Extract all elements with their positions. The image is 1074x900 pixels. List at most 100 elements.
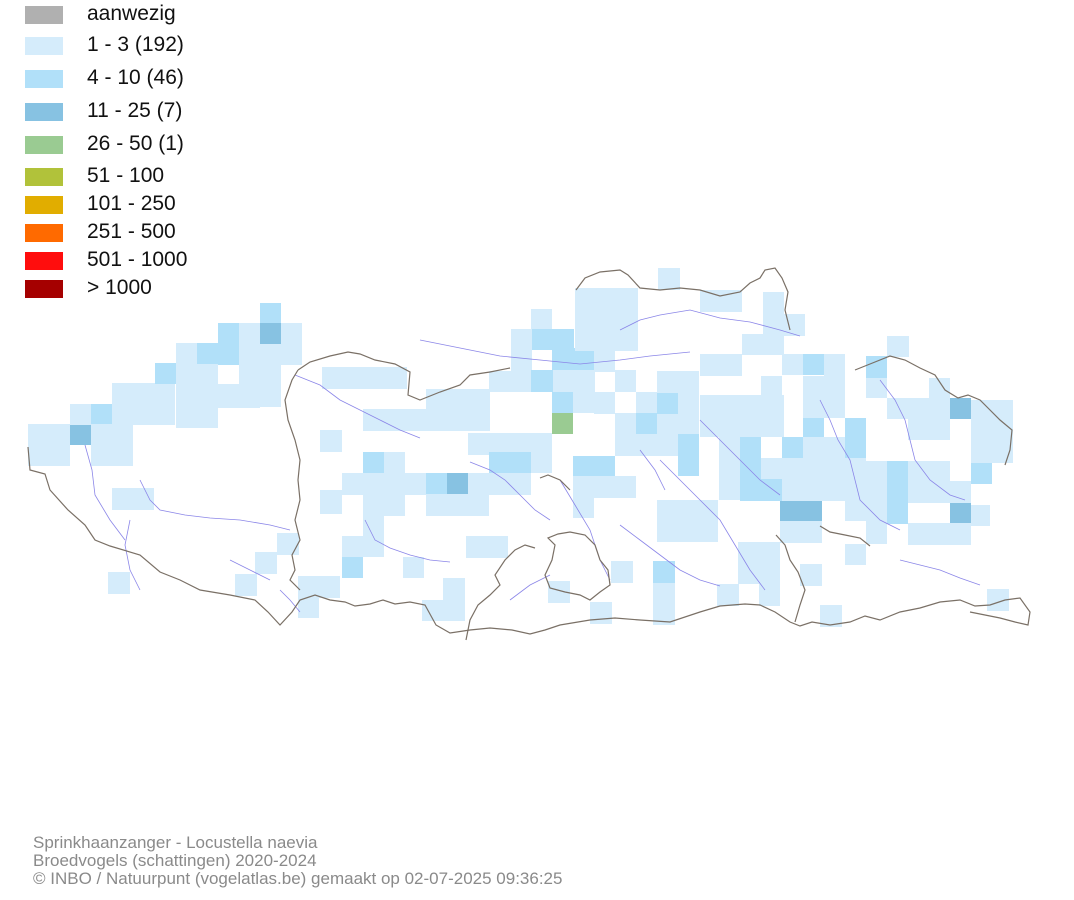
grid-cell — [218, 384, 260, 408]
grid-cell — [700, 354, 742, 376]
river-line — [419, 339, 691, 365]
grid-cell — [657, 392, 678, 414]
grid-cell — [422, 600, 465, 621]
legend-item-aanwezig: aanwezig — [25, 2, 325, 26]
grid-cell — [426, 494, 489, 516]
border-line — [854, 355, 1013, 466]
grid-cell — [426, 389, 490, 409]
grid-cell — [780, 521, 822, 543]
grid-cell — [971, 400, 1013, 463]
grid-cell — [700, 290, 742, 312]
grid-cell — [738, 542, 780, 584]
grid-cell — [443, 578, 465, 600]
grid-cell — [320, 490, 342, 514]
legend-item-11-25: 11 - 25 (7) — [25, 99, 325, 123]
grid-cell — [908, 398, 950, 440]
grid-cell — [548, 581, 570, 603]
grid-cell — [531, 452, 552, 473]
grid-cell — [511, 329, 532, 371]
grid-cell — [447, 473, 468, 494]
legend-label: 251 - 500 — [87, 220, 176, 243]
legend-swatch — [25, 70, 63, 88]
legend-label: 1 - 3 (192) — [87, 33, 184, 56]
grid-cell — [761, 376, 782, 395]
grid-cell — [70, 424, 91, 445]
grid-cell — [298, 576, 340, 598]
grid-cell — [363, 409, 490, 431]
grid-cell — [91, 404, 112, 425]
grid-cell — [594, 350, 615, 372]
legend-item-101-250: 101 - 250 — [25, 192, 325, 216]
legend-swatch — [25, 252, 63, 270]
grid-cell — [489, 371, 531, 392]
grid-cell — [594, 392, 615, 414]
grid-cell — [342, 473, 426, 495]
grid-cell — [803, 437, 824, 458]
legend-swatch — [25, 196, 63, 214]
grid-cell — [824, 437, 845, 479]
river-line — [469, 461, 551, 521]
grid-cell — [611, 561, 633, 583]
grid-cell — [573, 497, 594, 518]
grid-cell — [112, 488, 154, 510]
grid-cell — [820, 605, 842, 627]
grid-cell — [700, 395, 784, 437]
river-line — [819, 399, 901, 531]
grid-cell — [657, 500, 718, 542]
grid-cell — [782, 479, 845, 501]
river-line — [619, 524, 721, 587]
river-line — [509, 574, 551, 601]
legend-item-1-3: 1 - 3 (192) — [25, 33, 325, 57]
grid-cell — [468, 473, 531, 495]
legend-item-251-500: 251 - 500 — [25, 220, 325, 244]
grid-cell — [866, 523, 887, 544]
grid-cell — [657, 413, 699, 435]
grid-cell — [759, 584, 780, 606]
grid-cell — [845, 458, 866, 479]
grid-cell — [91, 424, 133, 466]
grid-cell — [342, 536, 384, 557]
grid-cells — [28, 268, 1013, 627]
grid-cell — [845, 418, 866, 460]
legend-label: 26 - 50 (1) — [87, 132, 184, 155]
legend-item-26-50: 26 - 50 (1) — [25, 132, 325, 156]
copyright-line: © INBO / Natuurpunt (vogelatlas.be) gema… — [33, 869, 563, 888]
grid-cell — [235, 574, 257, 596]
grid-cell — [322, 367, 407, 389]
grid-cell — [573, 456, 615, 478]
legend-label: 501 - 1000 — [87, 248, 188, 271]
border-line — [27, 446, 1031, 635]
region-border — [27, 267, 1031, 641]
grid-cell — [782, 437, 803, 459]
grid-cell — [950, 398, 971, 419]
grid-cell — [658, 268, 680, 290]
river-line — [229, 559, 271, 581]
legend-label: 101 - 250 — [87, 192, 176, 215]
grid-cell — [950, 481, 971, 503]
border-line — [284, 369, 301, 591]
legend-swatch — [25, 103, 63, 121]
grid-cell — [887, 336, 909, 357]
grid-cell — [780, 501, 822, 523]
grid-cell — [887, 398, 908, 419]
grid-cell — [717, 584, 739, 606]
grid-cell — [803, 376, 845, 418]
legend-item-51-100: 51 - 100 — [25, 164, 325, 188]
river-line — [899, 559, 981, 586]
grid-cell — [740, 479, 782, 501]
grid-cell — [320, 430, 342, 452]
river-line — [279, 589, 301, 613]
grid-cell — [845, 544, 866, 565]
grid-cell — [908, 523, 971, 545]
river-line — [659, 459, 766, 591]
grid-cell — [866, 378, 887, 398]
grid-cell — [971, 505, 990, 526]
grid-cell — [887, 461, 908, 524]
grid-cell — [108, 572, 130, 594]
grid-cell — [298, 598, 319, 618]
grid-cell — [363, 452, 384, 473]
grid-cell — [255, 552, 277, 574]
border-line — [297, 351, 511, 401]
grid-cell — [363, 516, 384, 537]
grid-cell — [28, 424, 70, 466]
